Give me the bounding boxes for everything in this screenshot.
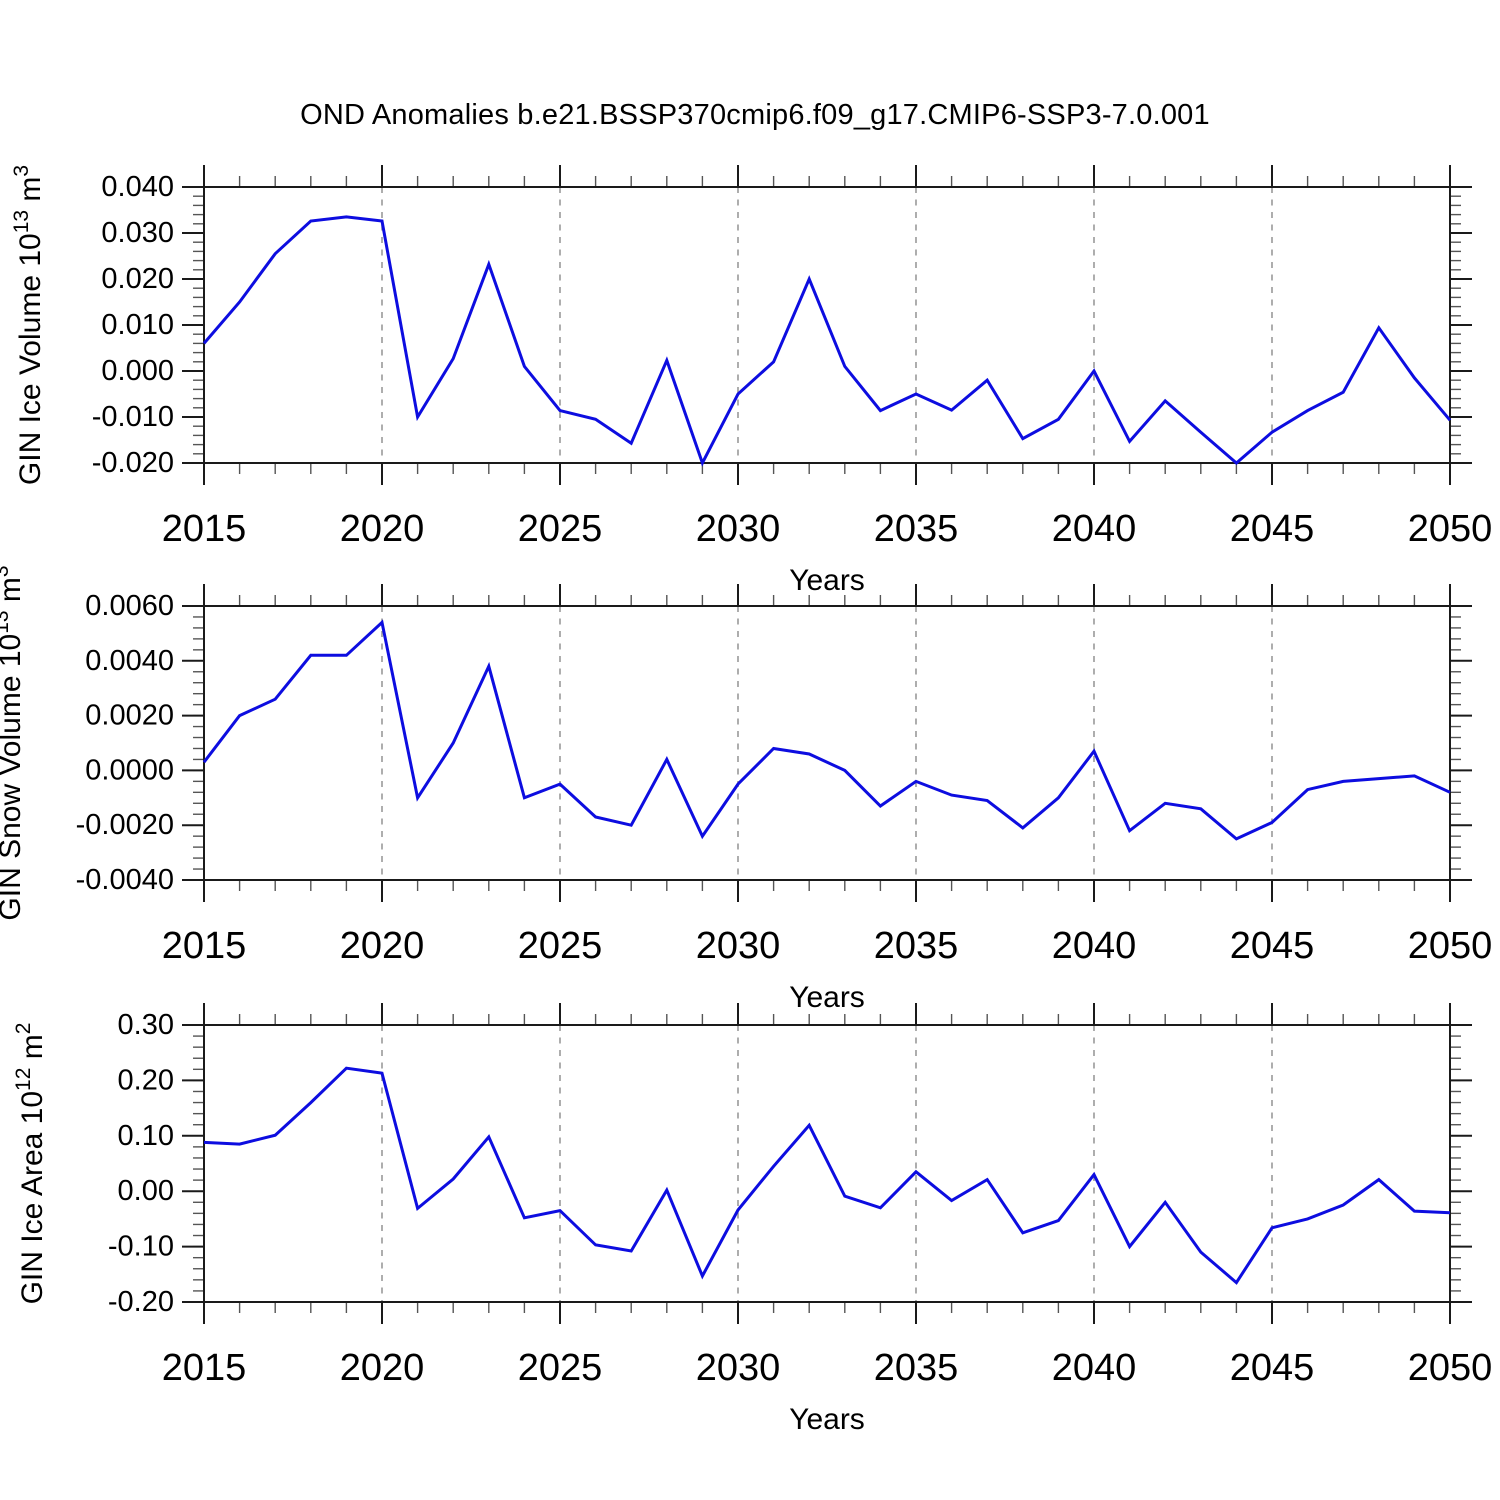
y-tick-label: -0.0020 [76, 809, 174, 841]
y-tick-label: 0.30 [118, 1009, 174, 1041]
x-tick-label: 2020 [340, 925, 425, 967]
x-tick-label: 2040 [1052, 508, 1137, 550]
y-tick-label: 0.0000 [85, 754, 174, 786]
x-tick-label: 2030 [696, 508, 781, 550]
x-tick-label: 2035 [874, 508, 959, 550]
y-axis-title: GIN Ice Volume 1013 m3 [10, 165, 47, 485]
x-tick-label: 2035 [874, 1347, 959, 1389]
y-tick-label: 0.040 [101, 171, 174, 203]
x-axis-title: Years [789, 1403, 865, 1436]
x-tick-label: 2040 [1052, 1347, 1137, 1389]
y-axis-title: GIN Snow Volume 1013 m3 [0, 565, 27, 920]
x-tick-label: 2050 [1408, 1347, 1493, 1389]
x-tick-label: 2050 [1408, 508, 1493, 550]
y-tick-label: 0.0040 [85, 645, 174, 677]
x-tick-label: 2045 [1230, 508, 1315, 550]
x-tick-label: 2025 [518, 1347, 603, 1389]
gin-ice-area-subplot: 0.30 0.20 0.10 0.00 -0.10 -0.20 2015 2020 2025 20… [12, 1003, 1492, 1436]
x-tick-label: 2020 [340, 1347, 425, 1389]
plot-border [203, 1024, 1451, 1303]
gin-ice-volume-line [202, 215, 1452, 467]
x-axis-title: Years [789, 981, 865, 1014]
gin-ice-area-line [203, 1066, 1451, 1285]
y-tick-label: -0.020 [92, 447, 174, 479]
y-tick-label: -0.20 [108, 1286, 174, 1318]
x-tick-label: 2045 [1230, 1347, 1315, 1389]
x-tick-label: 2050 [1408, 925, 1493, 967]
x-tick-label: 2045 [1230, 925, 1315, 967]
x-tick-label: 2030 [696, 925, 781, 967]
x-axis-title: Years [789, 564, 865, 597]
plot-border [203, 186, 1451, 464]
y-tick-label: 0.010 [101, 309, 174, 341]
gin-snow-volume-line [202, 619, 1451, 841]
x-tick-label: 2015 [162, 508, 247, 550]
gin-snow-volume-subplot: 0.0060 0.0040 0.0020 0.0000 -0.0020 -0.0040 20… [0, 565, 1492, 1014]
y-tick-label: 0.0020 [85, 700, 174, 732]
y-tick-label: 0.20 [118, 1064, 174, 1096]
figure-title: OND Anomalies b.e21.BSSP370cmip6.f09_g17… [300, 99, 1210, 131]
y-tick-label: 0.030 [101, 217, 174, 249]
x-tick-label: 2015 [162, 1347, 247, 1389]
x-tick-label: 2020 [340, 508, 425, 550]
x-tick-label: 2025 [518, 925, 603, 967]
y-tick-label: 0.000 [101, 355, 174, 387]
y-tick-label: -0.10 [108, 1231, 174, 1263]
gin-ice-volume-subplot: 0.040 0.030 0.020 0.010 0.000 -0.010 -0.020 201… [10, 165, 1492, 597]
x-tick-label: 2030 [696, 1347, 781, 1389]
y-tick-label: 0.0060 [85, 590, 174, 622]
y-tick-label: -0.010 [92, 401, 174, 433]
y-tick-label: 0.10 [118, 1120, 174, 1152]
x-tick-label: 2015 [162, 925, 247, 967]
x-tick-label: 2025 [518, 508, 603, 550]
y-tick-label: 0.020 [101, 263, 174, 295]
x-tick-label: 2040 [1052, 925, 1137, 967]
y-tick-label: 0.00 [118, 1175, 174, 1207]
x-tick-label: 2035 [874, 925, 959, 967]
y-tick-label: -0.0040 [76, 864, 174, 896]
plot-border [203, 605, 1451, 881]
y-axis-title: GIN Ice Area 1012 m2 [12, 1023, 49, 1305]
